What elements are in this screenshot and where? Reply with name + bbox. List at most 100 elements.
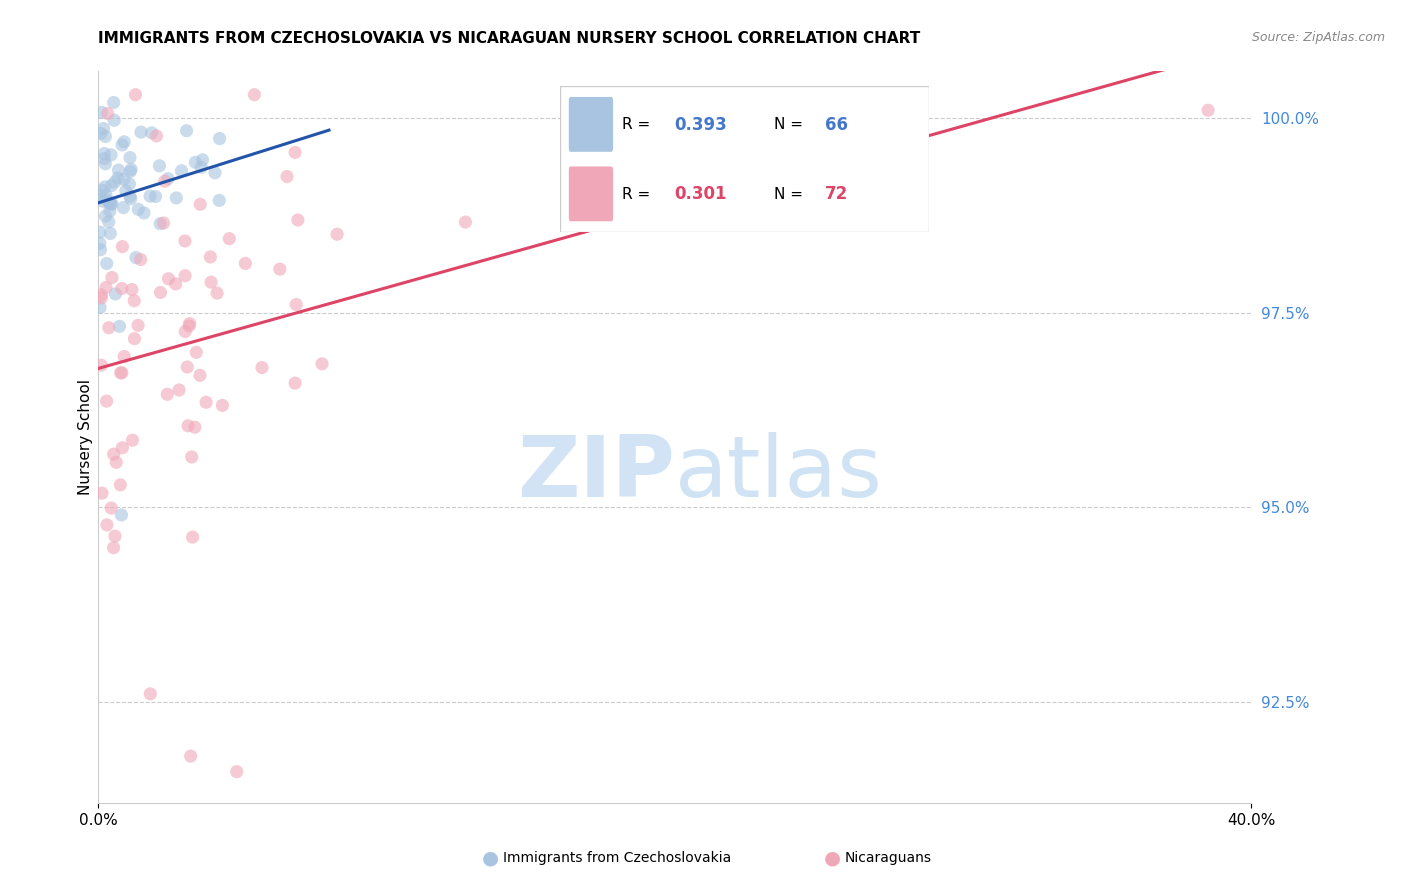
Point bbox=[211, 398, 233, 412]
Point bbox=[96, 256, 118, 270]
Point bbox=[121, 283, 143, 297]
Point bbox=[93, 146, 115, 161]
Point bbox=[120, 162, 142, 177]
Point bbox=[205, 286, 228, 301]
Point bbox=[129, 125, 152, 139]
Point bbox=[181, 530, 204, 544]
Point bbox=[174, 234, 197, 248]
Point bbox=[250, 360, 273, 375]
Point bbox=[120, 192, 142, 206]
Point bbox=[157, 271, 180, 285]
Point bbox=[177, 418, 200, 433]
Point bbox=[156, 171, 179, 186]
Point bbox=[89, 236, 111, 251]
Point bbox=[108, 319, 131, 334]
Point bbox=[120, 164, 142, 178]
Point bbox=[111, 281, 134, 295]
Point bbox=[89, 301, 111, 315]
Point bbox=[124, 332, 146, 346]
Point bbox=[100, 197, 122, 211]
Text: ●: ● bbox=[824, 848, 841, 868]
Point bbox=[104, 175, 127, 189]
Point bbox=[276, 169, 298, 184]
Point bbox=[132, 206, 155, 220]
Point bbox=[103, 447, 125, 461]
Point bbox=[176, 124, 198, 138]
Point bbox=[94, 179, 117, 194]
Point bbox=[145, 128, 167, 143]
Point bbox=[188, 197, 211, 211]
Point bbox=[1197, 103, 1219, 118]
Y-axis label: Nursery School: Nursery School bbox=[77, 379, 93, 495]
Text: ●: ● bbox=[482, 848, 499, 868]
Point bbox=[122, 293, 145, 308]
Point bbox=[167, 383, 190, 397]
Point bbox=[97, 215, 120, 229]
Text: atlas: atlas bbox=[675, 432, 883, 516]
Point bbox=[96, 394, 118, 409]
Point bbox=[284, 145, 307, 160]
Point bbox=[200, 275, 222, 289]
Point bbox=[204, 166, 226, 180]
Point bbox=[174, 268, 197, 283]
Point bbox=[94, 157, 117, 171]
Text: ZIP: ZIP bbox=[517, 432, 675, 516]
Point bbox=[110, 366, 132, 380]
Point bbox=[101, 270, 124, 285]
Point bbox=[208, 131, 231, 145]
Point bbox=[141, 126, 163, 140]
Point bbox=[190, 161, 212, 175]
Point bbox=[118, 177, 141, 191]
Point bbox=[454, 215, 477, 229]
Point bbox=[149, 217, 172, 231]
Point bbox=[124, 87, 146, 102]
Point bbox=[111, 366, 134, 380]
Point bbox=[100, 148, 122, 162]
Point bbox=[184, 155, 207, 169]
Point bbox=[149, 285, 172, 300]
Point bbox=[93, 121, 115, 136]
Point bbox=[111, 137, 134, 152]
Point bbox=[118, 151, 141, 165]
Point bbox=[100, 178, 122, 193]
Point bbox=[174, 325, 197, 339]
Point bbox=[114, 184, 136, 198]
Point bbox=[152, 216, 174, 230]
Text: Source: ZipAtlas.com: Source: ZipAtlas.com bbox=[1251, 31, 1385, 45]
Text: Nicaraguans: Nicaraguans bbox=[845, 851, 932, 865]
Point bbox=[91, 183, 114, 197]
Point bbox=[139, 687, 162, 701]
Point bbox=[94, 280, 117, 294]
Point bbox=[112, 172, 135, 186]
Point bbox=[165, 277, 187, 291]
Point bbox=[97, 106, 120, 120]
Point bbox=[191, 153, 214, 167]
Point bbox=[156, 387, 179, 401]
Point bbox=[97, 320, 120, 334]
Text: IMMIGRANTS FROM CZECHOSLOVAKIA VS NICARAGUAN NURSERY SCHOOL CORRELATION CHART: IMMIGRANTS FROM CZECHOSLOVAKIA VS NICARA… bbox=[98, 31, 921, 46]
Point bbox=[287, 213, 309, 227]
Point bbox=[103, 95, 125, 110]
Point bbox=[89, 188, 111, 202]
Point bbox=[90, 127, 112, 141]
Point bbox=[127, 318, 149, 333]
Point bbox=[235, 256, 257, 270]
Text: Immigrants from Czechoslovakia: Immigrants from Czechoslovakia bbox=[503, 851, 731, 865]
Point bbox=[112, 350, 135, 364]
Point bbox=[91, 194, 114, 209]
Point bbox=[98, 204, 121, 219]
Point bbox=[98, 196, 121, 211]
Point bbox=[170, 163, 193, 178]
Point bbox=[208, 194, 231, 208]
Point bbox=[125, 251, 148, 265]
Point bbox=[225, 764, 247, 779]
Point bbox=[98, 227, 121, 241]
Point bbox=[179, 317, 201, 331]
Point bbox=[311, 357, 333, 371]
Point bbox=[243, 87, 266, 102]
Point bbox=[110, 478, 132, 492]
Point bbox=[107, 163, 129, 178]
Point bbox=[165, 191, 187, 205]
Point bbox=[103, 541, 125, 555]
Point bbox=[118, 189, 141, 203]
